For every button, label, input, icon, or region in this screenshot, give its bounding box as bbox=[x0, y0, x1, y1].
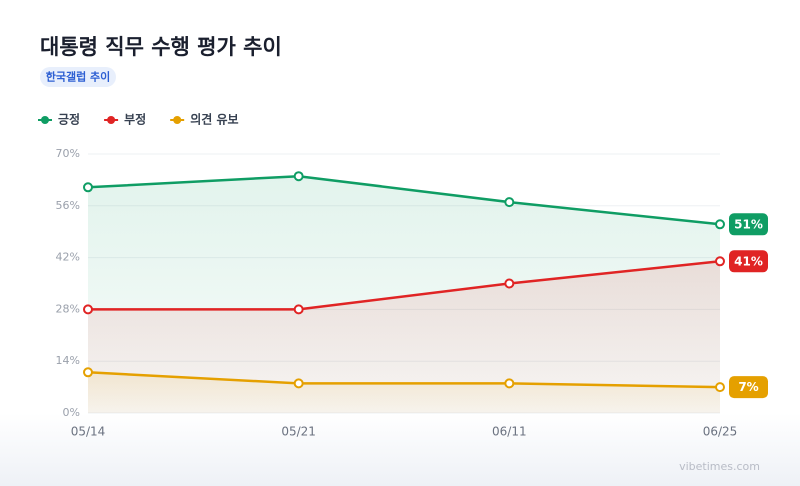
point bbox=[504, 378, 515, 389]
series-line bbox=[87, 174, 721, 226]
point bbox=[715, 256, 725, 267]
legend-dot bbox=[173, 116, 182, 124]
y-tick-label: 14% bbox=[56, 354, 80, 367]
end-label: 7% bbox=[738, 380, 758, 394]
point bbox=[715, 219, 725, 230]
subtitle-badge bbox=[40, 67, 116, 87]
legend-label: 긍정 bbox=[58, 112, 80, 127]
end-label-bg bbox=[729, 376, 768, 399]
x-tick-label: 05/14 bbox=[71, 425, 106, 439]
end-label: 41% bbox=[734, 254, 763, 268]
area bbox=[88, 372, 720, 413]
point bbox=[293, 171, 304, 182]
plot: 0% 14% 28% 42% 56% 70% 05/14 05/21 06/11 06/25 긍정 부… bbox=[38, 112, 768, 439]
x-tick-label: 06/25 bbox=[703, 425, 738, 439]
y-tick-label: 28% bbox=[56, 302, 80, 315]
point bbox=[504, 278, 515, 289]
end-label-bg bbox=[729, 213, 768, 236]
point bbox=[293, 304, 304, 315]
y-tick-label: 56% bbox=[56, 199, 80, 212]
source: vibetimes.com bbox=[679, 460, 760, 473]
subtitle: 한국갤럽 추이 bbox=[46, 70, 111, 84]
x-tick-label: 05/21 bbox=[281, 425, 316, 439]
y-tick-label: 42% bbox=[56, 251, 80, 264]
series-line bbox=[87, 371, 721, 389]
y-tick-label: 70% bbox=[56, 147, 80, 160]
end-label: 51% bbox=[734, 217, 763, 231]
area bbox=[88, 261, 720, 413]
legend-label: 부정 bbox=[124, 112, 146, 127]
point bbox=[504, 197, 515, 208]
point bbox=[83, 304, 93, 315]
x-tick-label: 06/11 bbox=[492, 425, 527, 439]
point bbox=[83, 182, 93, 193]
legend-label: 의견 유보 bbox=[190, 112, 238, 127]
y-tick-label: 0% bbox=[63, 406, 80, 419]
point bbox=[293, 378, 304, 389]
legend-dot bbox=[41, 116, 49, 124]
point bbox=[715, 382, 725, 393]
end-label-bg bbox=[729, 250, 768, 273]
chart-title: 대통령 직무 수행 평가 추이 bbox=[40, 35, 282, 59]
series-line bbox=[88, 260, 721, 311]
point bbox=[83, 367, 93, 378]
legend-dot bbox=[107, 116, 116, 124]
